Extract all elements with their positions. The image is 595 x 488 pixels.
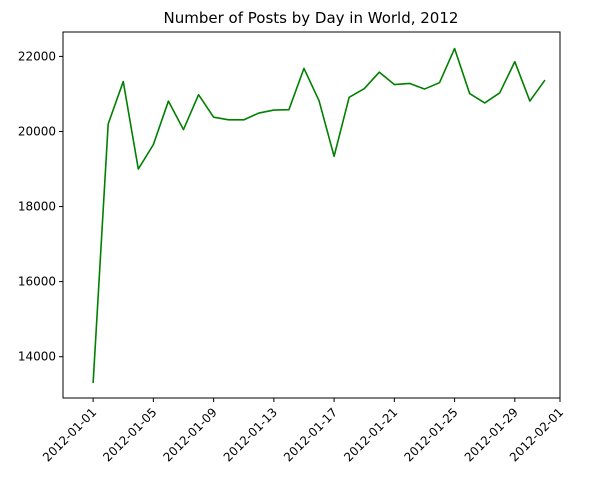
x-tick-label: 2012-01-01: [40, 405, 99, 464]
x-tick-label: 2012-01-05: [100, 405, 159, 464]
x-tick-label: 2012-01-17: [281, 405, 340, 464]
plot-frame: [62, 31, 561, 399]
y-tick-label: 22000: [18, 49, 56, 63]
y-tick-label: 16000: [18, 275, 56, 289]
x-tick-label: 2012-01-09: [161, 405, 220, 464]
y-axis: 14000 16000 18000 20000 22000: [18, 49, 63, 364]
x-tick-label: 2012-01-25: [401, 405, 460, 464]
series-layer: [92, 47, 546, 384]
y-tick-label: 14000: [18, 350, 56, 364]
y-tick-label: 18000: [18, 200, 56, 214]
x-axis: 2012-01-01 2012-01-05 2012-01-09 2012-01-13…: [40, 398, 566, 464]
x-tick-label: 2012-01-21: [341, 405, 400, 464]
chart-title: Number of Posts by Day in World, 2012: [164, 9, 459, 27]
series-line: [92, 47, 546, 384]
x-tick-label: 2012-01-13: [221, 405, 280, 464]
y-tick-label: 20000: [18, 124, 56, 138]
